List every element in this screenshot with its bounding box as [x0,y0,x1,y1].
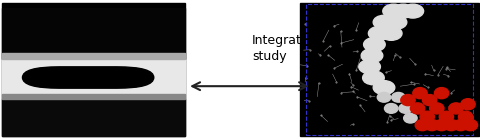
Text: Integrated
study: Integrated study [252,34,318,63]
Ellipse shape [430,103,444,114]
Ellipse shape [434,88,449,99]
Bar [2,59,185,94]
Ellipse shape [399,104,412,113]
Bar [2,8,185,59]
Bar [2,54,185,59]
Ellipse shape [425,120,439,131]
Ellipse shape [404,113,417,123]
Ellipse shape [392,92,405,102]
Ellipse shape [369,26,390,40]
Ellipse shape [444,120,458,131]
Ellipse shape [410,103,425,114]
Bar [300,3,479,136]
FancyBboxPatch shape [23,67,154,88]
Ellipse shape [363,71,384,85]
Ellipse shape [415,120,430,131]
Ellipse shape [392,4,414,18]
Ellipse shape [385,15,407,29]
Ellipse shape [373,15,395,29]
FancyArrowPatch shape [192,82,307,90]
Ellipse shape [380,26,402,40]
Ellipse shape [377,92,391,102]
Ellipse shape [364,38,385,51]
Ellipse shape [439,111,454,122]
Ellipse shape [454,120,468,131]
Ellipse shape [359,60,381,74]
Bar [306,4,473,135]
Ellipse shape [461,99,475,110]
Ellipse shape [449,103,463,114]
Ellipse shape [361,49,383,63]
Ellipse shape [384,104,398,113]
Ellipse shape [458,111,473,122]
Ellipse shape [422,95,437,106]
Ellipse shape [373,81,395,95]
Ellipse shape [420,111,434,122]
Ellipse shape [401,95,415,106]
Ellipse shape [463,120,478,131]
Ellipse shape [413,88,427,99]
Bar [2,99,185,136]
Ellipse shape [434,120,449,131]
Bar [2,3,185,136]
Ellipse shape [383,4,404,18]
Bar [2,94,185,99]
Ellipse shape [402,4,424,18]
